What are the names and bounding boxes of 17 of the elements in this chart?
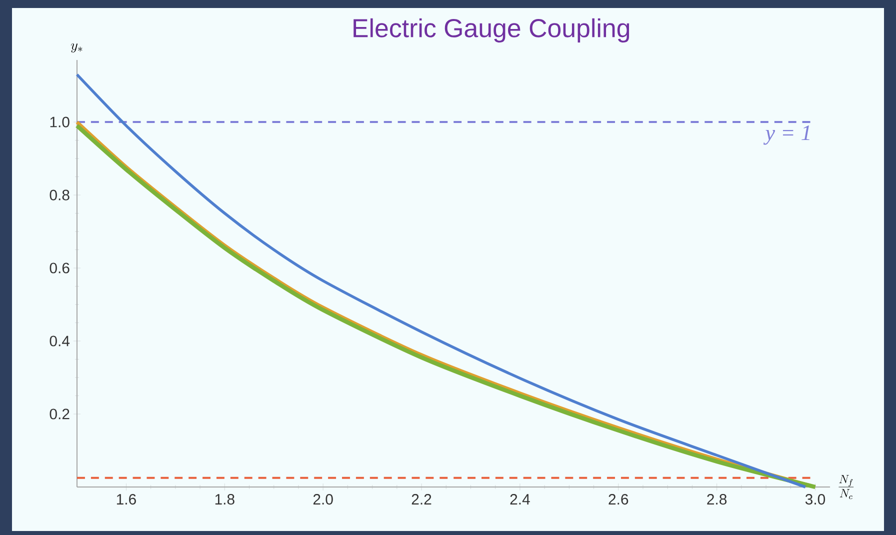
x-tick-label: 3.0 [805, 494, 826, 505]
x-tick-label: 2.4 [510, 494, 530, 504]
y-tick-label: 0.6 [50, 262, 70, 274]
x-tick-label: 2.6 [608, 494, 628, 505]
x-axis-title: $\frac{N_f}{N_c}$ [838, 474, 854, 500]
x-tick-label: 1.8 [215, 494, 234, 505]
chart-title: Electric Gauge Coupling [354, 18, 630, 42]
y-tick-label: 0.4 [50, 336, 70, 346]
x-tick-label: 2.2 [412, 494, 432, 504]
y-tick-label: 0.2 [50, 408, 70, 420]
y-tick-label: 1.0 [50, 116, 70, 128]
x-tick-label: 2.0 [313, 494, 333, 505]
ref-line-label: y = 1 [763, 126, 810, 145]
x-tick-label: 2.8 [707, 494, 727, 505]
y-tick-label: 0.8 [50, 190, 70, 200]
x-tick-label: 1.6 [116, 494, 136, 505]
y-axis-title: $y_*$ [70, 43, 82, 53]
